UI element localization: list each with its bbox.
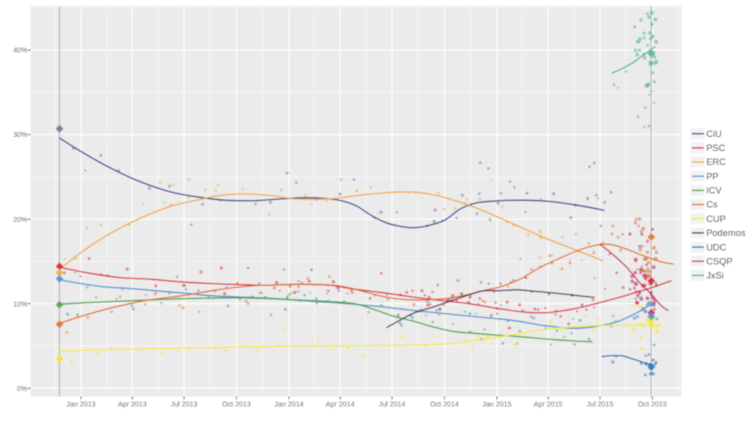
svg-text:10%: 10% [13,300,28,308]
svg-text:Jan 2014: Jan 2014 [274,400,303,408]
svg-text:Jul 2014: Jul 2014 [379,400,406,408]
svg-text:40%: 40% [13,47,28,55]
svg-text:20%: 20% [13,216,28,224]
svg-text:Jul 2015: Jul 2015 [587,400,614,408]
svg-text:ERC: ERC [706,157,726,167]
svg-text:Cs: Cs [706,200,718,210]
svg-text:PSC: PSC [706,143,725,153]
svg-text:ICV: ICV [706,186,722,196]
svg-text:Jan 2015: Jan 2015 [482,400,511,408]
svg-text:Apr 2014: Apr 2014 [326,400,355,408]
svg-text:UDC: UDC [706,242,726,252]
svg-text:JxSi: JxSi [706,271,724,281]
svg-text:Oct 2015: Oct 2015 [638,400,667,408]
svg-text:Oct 2013: Oct 2013 [222,400,251,408]
svg-text:PP: PP [706,171,718,181]
svg-text:Oct 2014: Oct 2014 [430,400,459,408]
svg-text:Jan 2013: Jan 2013 [66,400,95,408]
svg-text:30%: 30% [13,131,28,139]
svg-text:Jul 2013: Jul 2013 [171,400,198,408]
svg-text:CUP: CUP [706,214,726,224]
svg-text:CSQP: CSQP [706,256,732,266]
svg-text:0%: 0% [17,385,28,393]
svg-text:CiU: CiU [706,129,722,139]
svg-text:Apr 2015: Apr 2015 [534,400,563,408]
svg-text:Podemos: Podemos [706,228,746,238]
svg-text:Apr 2013: Apr 2013 [118,400,147,408]
